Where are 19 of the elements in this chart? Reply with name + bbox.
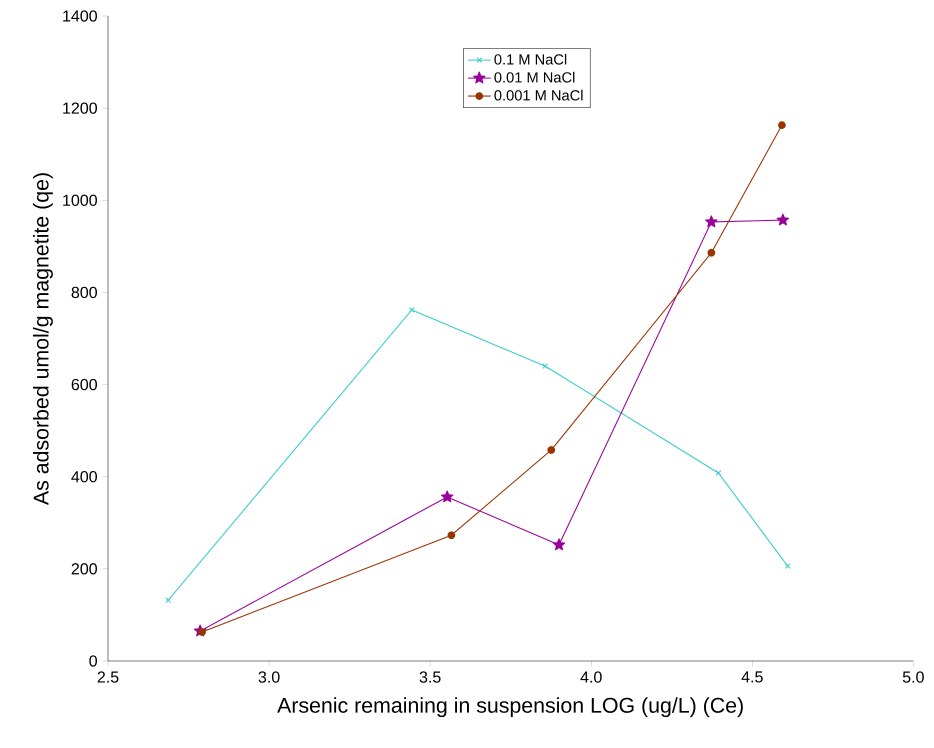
legend-label: 0.001 M NaCl bbox=[494, 90, 583, 101]
y-tick-label: 1000 bbox=[63, 194, 97, 206]
x-tick-label: 4.5 bbox=[742, 671, 763, 683]
legend-label: 0.1 M NaCl bbox=[494, 54, 566, 65]
y-tick-label: 200 bbox=[72, 563, 97, 574]
y-tick-label: 400 bbox=[71, 471, 97, 482]
y-tick-label: 800 bbox=[72, 286, 97, 298]
x-tick-label: 5.0 bbox=[902, 671, 924, 683]
y-tick-label: 0 bbox=[89, 655, 97, 667]
x-axis-title: Arsenic remaining in suspension LOG (ug/L) (Ce) bbox=[277, 697, 743, 718]
x-tick-label: 3.0 bbox=[258, 671, 280, 683]
y-tick-label: 1200 bbox=[63, 102, 97, 114]
x-tick-label: 3.5 bbox=[420, 671, 441, 683]
y-tick-label: 1400 bbox=[63, 10, 97, 22]
legend-label: 0.01 M NaCl bbox=[494, 72, 574, 83]
x-tick-label: 4.0 bbox=[580, 671, 602, 683]
x-tick-label: 2.5 bbox=[98, 671, 118, 683]
y-axis-title: As adsorbed umol/g magnetite (qe) bbox=[32, 173, 53, 506]
y-tick-label: 600 bbox=[72, 378, 97, 390]
